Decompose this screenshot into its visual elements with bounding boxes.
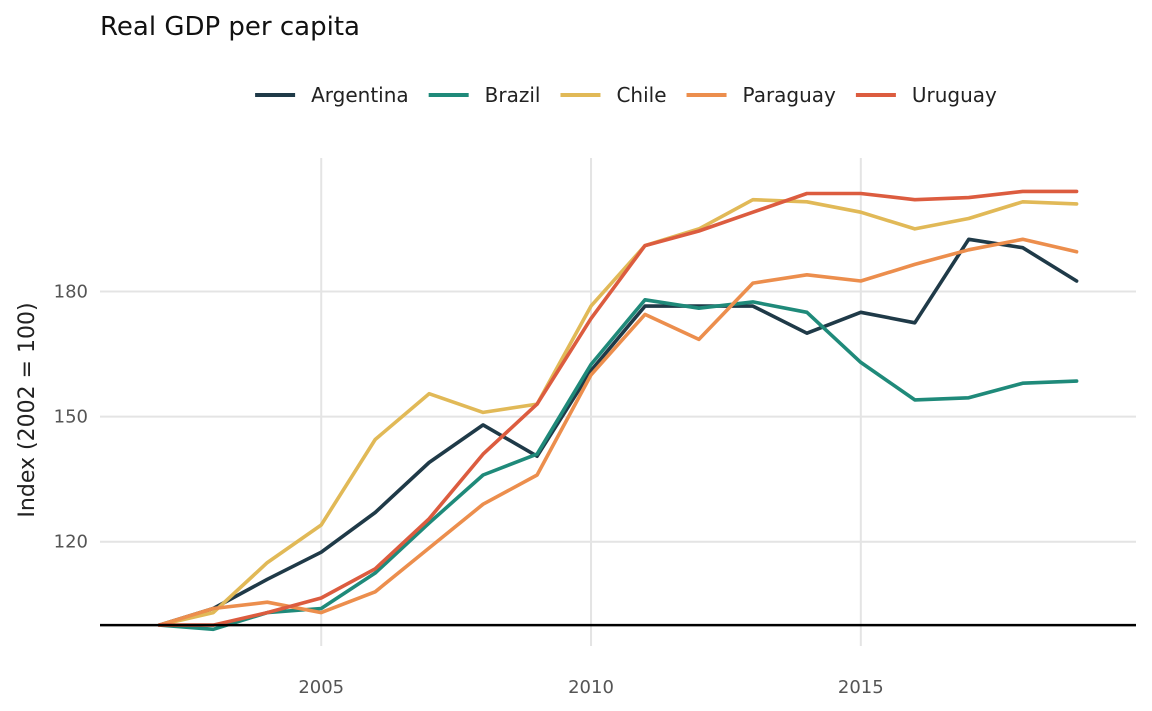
- legend-label-chile: Chile: [616, 83, 666, 107]
- x-tick-label: 2010: [568, 677, 614, 698]
- chart-title: Real GDP per capita: [100, 12, 360, 42]
- y-axis-label: Index (2002 = 100): [15, 302, 40, 517]
- series-line-uruguay: [157, 189, 1079, 627]
- series-line-brazil: [157, 297, 1079, 632]
- x-tick-label: 2015: [838, 677, 884, 698]
- legend: Argentina Brazil Chile Paraguay Uruguay: [255, 83, 997, 107]
- legend-label-argentina: Argentina: [311, 83, 409, 107]
- axes: 120 150 180 2005 2010 2015: [54, 281, 1136, 698]
- x-tick-label: 2005: [298, 677, 344, 698]
- grid-lines: [100, 158, 1136, 646]
- series-lines: [157, 189, 1079, 632]
- y-tick-label: 120: [54, 532, 88, 553]
- y-tick-label: 150: [54, 407, 88, 428]
- legend-label-brazil: Brazil: [485, 83, 541, 107]
- series-line-chile: [157, 197, 1079, 627]
- legend-label-uruguay: Uruguay: [912, 83, 997, 107]
- legend-label-paraguay: Paraguay: [743, 83, 837, 107]
- y-tick-label: 180: [54, 281, 88, 302]
- series-line-paraguay: [157, 237, 1079, 627]
- series-line-argentina: [157, 237, 1079, 627]
